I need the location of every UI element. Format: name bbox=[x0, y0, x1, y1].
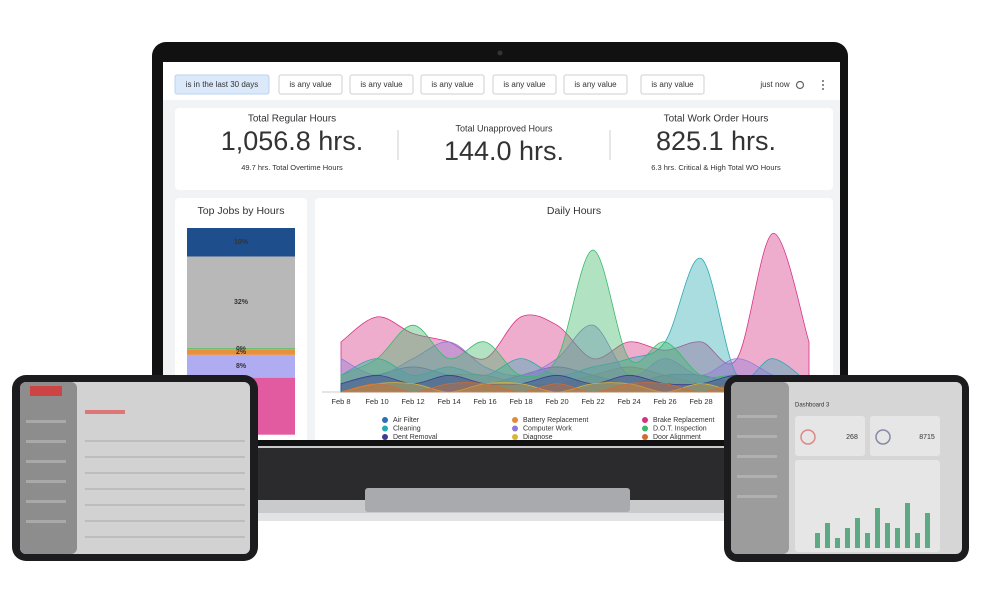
x-tick-label: Feb 28 bbox=[689, 397, 712, 406]
kpi-title: Total Work Order Hours bbox=[664, 114, 769, 125]
tablet-right: Dashboard 3 268 8715 bbox=[724, 375, 969, 562]
area bbox=[340, 249, 810, 393]
filter-label: is any value bbox=[503, 80, 546, 89]
tablet-left bbox=[12, 375, 258, 561]
stat-value: 268 bbox=[846, 434, 858, 441]
area bbox=[340, 324, 810, 393]
bar bbox=[905, 503, 910, 548]
kpi-card bbox=[175, 108, 833, 190]
legend-label: Door Alignment bbox=[653, 434, 701, 441]
filter-chip[interactable] bbox=[174, 74, 270, 95]
bar bbox=[815, 533, 820, 548]
bar-segment bbox=[187, 354, 295, 378]
filter-label: is in the last 30 days bbox=[186, 80, 258, 89]
legend-swatch bbox=[512, 434, 518, 440]
card-title: Daily Hours bbox=[547, 205, 601, 217]
area bbox=[340, 232, 810, 393]
value-label: 8% bbox=[236, 363, 247, 370]
bar-segment bbox=[187, 347, 295, 350]
bar bbox=[865, 533, 870, 548]
bar-segment bbox=[187, 349, 295, 355]
filter-label: is any value bbox=[360, 80, 403, 89]
bar bbox=[895, 528, 900, 548]
bar-segment bbox=[187, 256, 295, 348]
x-tick-label: Feb 16 bbox=[473, 397, 496, 406]
bar bbox=[875, 508, 880, 548]
legend-label: D.O.T. Inspection bbox=[653, 425, 707, 432]
kpi-subtitle: 49.7 hrs. Total Overtime Hours bbox=[241, 163, 343, 172]
value-label: 2% bbox=[236, 349, 247, 356]
filter-chip[interactable] bbox=[563, 74, 628, 95]
legend-swatch bbox=[642, 434, 648, 440]
x-tick-label: Feb 14 bbox=[437, 397, 460, 406]
trackpad bbox=[365, 488, 630, 512]
value-label: 32% bbox=[234, 299, 249, 306]
keyboard bbox=[255, 448, 745, 500]
x-tick-label: Feb 24 bbox=[617, 397, 640, 406]
value-label: 10% bbox=[234, 239, 249, 246]
filter-label: is any value bbox=[574, 80, 617, 89]
filter-chip[interactable] bbox=[349, 74, 414, 95]
camera bbox=[497, 50, 503, 56]
legend-label: Dent Removal bbox=[393, 434, 438, 441]
x-tick-label: Feb 18 bbox=[509, 397, 532, 406]
kpi-value: 825.1 hrs. bbox=[656, 126, 776, 156]
bar bbox=[835, 538, 840, 548]
filter-chip[interactable] bbox=[492, 74, 557, 95]
bar-segment bbox=[187, 228, 295, 257]
stat-value: 8715 bbox=[919, 434, 935, 441]
filter-chip[interactable] bbox=[420, 74, 485, 95]
legend-swatch bbox=[512, 417, 518, 423]
kpi-title: Total Regular Hours bbox=[248, 114, 336, 125]
refresh-icon[interactable] bbox=[795, 80, 805, 90]
kpi-subtitle: 6.3 hrs. Critical & High Total WO Hours bbox=[651, 163, 781, 172]
dashboard: just now Total Regular Hours 1,056.8 hrs… bbox=[163, 62, 840, 441]
status: just now bbox=[759, 80, 790, 89]
filter-chip[interactable] bbox=[278, 74, 343, 95]
x-tick-label: Feb 8 bbox=[331, 397, 350, 406]
plot-area bbox=[340, 232, 810, 393]
x-tick-label: Feb 22 bbox=[581, 397, 604, 406]
legend-swatch bbox=[382, 417, 388, 423]
laptop-edge bbox=[205, 513, 795, 521]
filter-chip[interactable] bbox=[640, 74, 705, 95]
filter-label: is any value bbox=[651, 80, 694, 89]
bar bbox=[885, 523, 890, 548]
legend-label: Diagnose bbox=[523, 434, 553, 441]
x-tick-label: Feb 10 bbox=[365, 397, 388, 406]
legend-label: Brake Replacement bbox=[653, 417, 715, 424]
x-tick-label: Feb 12 bbox=[401, 397, 424, 406]
legend-swatch bbox=[382, 434, 388, 440]
menu-icon[interactable] bbox=[822, 80, 824, 90]
bar bbox=[915, 533, 920, 548]
tablet-title: Dashboard 3 bbox=[795, 403, 830, 409]
bar bbox=[925, 513, 930, 548]
kpi-title: Total Unapproved Hours bbox=[455, 123, 553, 133]
legend-label: Air Filter bbox=[393, 417, 420, 424]
bar bbox=[825, 523, 830, 548]
filter-label: is any value bbox=[289, 80, 332, 89]
card-title: Top Jobs by Hours bbox=[198, 205, 285, 217]
kpi-value: 144.0 hrs. bbox=[444, 136, 564, 166]
legend-label: Battery Replacement bbox=[523, 417, 588, 424]
filter-label: is any value bbox=[431, 80, 474, 89]
legend-swatch bbox=[642, 417, 648, 423]
kpi-value: 1,056.8 hrs. bbox=[221, 126, 364, 156]
legend-label: Cleaning bbox=[393, 425, 421, 432]
legend-swatch bbox=[512, 425, 518, 432]
bar bbox=[855, 518, 860, 548]
x-tick-label: Feb 20 bbox=[545, 397, 568, 406]
legend-label: Computer Work bbox=[523, 425, 572, 432]
legend-swatch bbox=[382, 425, 388, 432]
x-tick-label: Feb 26 bbox=[653, 397, 676, 406]
bar bbox=[845, 528, 850, 548]
daily-hours-card bbox=[315, 198, 833, 440]
legend-swatch bbox=[642, 425, 648, 432]
